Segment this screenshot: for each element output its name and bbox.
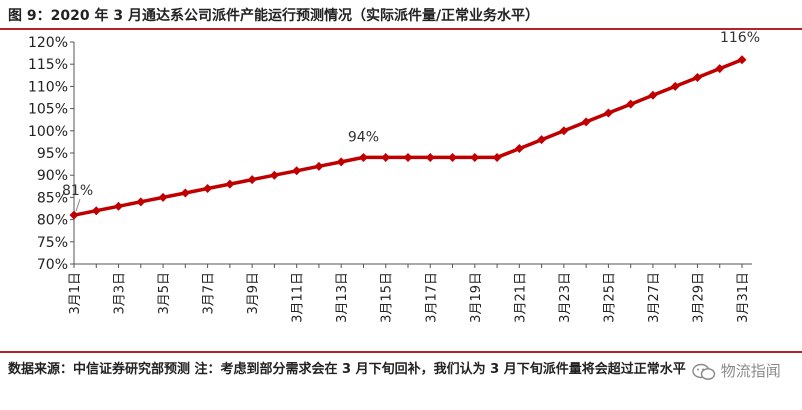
data-point	[292, 166, 302, 176]
source-note: 数据来源：中信证券研究部预测 注：考虑到部分需求会在 3 月下旬回补，我们认为 …	[8, 362, 686, 377]
y-tick-label: 90%	[37, 168, 68, 184]
data-point	[448, 152, 458, 162]
data-point	[314, 161, 324, 171]
y-tick-label: 85%	[37, 190, 68, 206]
data-point	[114, 201, 124, 211]
data-point	[425, 152, 435, 162]
x-tick-label: 3月13日	[335, 272, 350, 323]
data-point	[715, 64, 725, 74]
data-point	[336, 157, 346, 167]
data-point	[136, 197, 146, 207]
data-label: 116%	[720, 30, 760, 46]
data-point	[603, 108, 613, 118]
x-tick-label: 3月21日	[513, 272, 528, 323]
series-line	[73, 58, 743, 217]
watermark-text: 物流指闻	[720, 362, 781, 380]
y-tick-label: 80%	[37, 213, 68, 229]
x-tick-label: 3月25日	[602, 272, 617, 323]
data-point	[225, 179, 235, 189]
data-point	[559, 126, 569, 136]
y-tick-label: 110%	[28, 79, 68, 95]
annotation-leader	[75, 199, 81, 212]
data-point	[69, 210, 79, 220]
y-tick-label: 100%	[28, 124, 68, 140]
data-point	[670, 81, 680, 91]
title-bar: 图 9：2020 年 3 月通达系公司派件产能运行预测情况（实际派件量/正常业务…	[0, 0, 802, 30]
x-tick-label: 3月15日	[380, 272, 395, 323]
x-tick-label: 3月11日	[291, 272, 306, 323]
chart-title: 图 9：2020 年 3 月通达系公司派件产能运行预测情况（实际派件量/正常业务…	[8, 8, 540, 24]
x-tick-label: 3月29日	[691, 272, 706, 323]
x-tick-label: 3月7日	[202, 272, 217, 315]
data-point	[203, 184, 213, 194]
line-chart: 70% 75% 80% 85% 90% 95% 100% 105% 110% 115% 120% 3月…	[28, 30, 760, 323]
data-point	[403, 152, 413, 162]
data-point	[381, 152, 391, 162]
y-tick-label: 70%	[37, 257, 68, 273]
y-tick-label: 120%	[28, 35, 68, 51]
x-tick-label: 3月1日	[68, 272, 83, 315]
data-point	[91, 206, 101, 216]
data-point	[180, 188, 190, 198]
y-tick-label: 75%	[37, 235, 68, 251]
x-tick-label: 3月5日	[157, 272, 172, 315]
x-tick-label: 3月27日	[647, 272, 662, 323]
data-point	[358, 152, 368, 162]
y-tick-label: 95%	[37, 146, 68, 162]
data-point	[470, 152, 480, 162]
data-point	[247, 175, 257, 185]
x-tick-label: 3月31日	[736, 272, 751, 323]
data-point	[269, 170, 279, 180]
watermark: 物流指闻	[692, 360, 781, 381]
data-point	[158, 192, 168, 202]
data-point	[537, 135, 547, 145]
x-tick-label: 3月17日	[424, 272, 439, 323]
x-tick-label: 3月23日	[558, 272, 573, 323]
data-label: 94%	[348, 129, 379, 145]
footer-divider	[0, 351, 802, 353]
y-tick-label: 115%	[28, 57, 68, 73]
data-label: 81%	[62, 183, 93, 199]
data-point	[737, 55, 747, 65]
x-tick-label: 3月3日	[113, 272, 128, 315]
x-tick-label: 3月19日	[469, 272, 484, 323]
wechat-icon	[692, 363, 716, 380]
data-point	[648, 90, 658, 100]
data-point	[626, 99, 636, 109]
data-point	[581, 117, 591, 127]
data-point	[514, 144, 524, 154]
y-tick-label: 105%	[28, 102, 68, 118]
data-point	[692, 73, 702, 83]
data-point	[492, 152, 502, 162]
x-tick-label: 3月9日	[246, 272, 261, 315]
